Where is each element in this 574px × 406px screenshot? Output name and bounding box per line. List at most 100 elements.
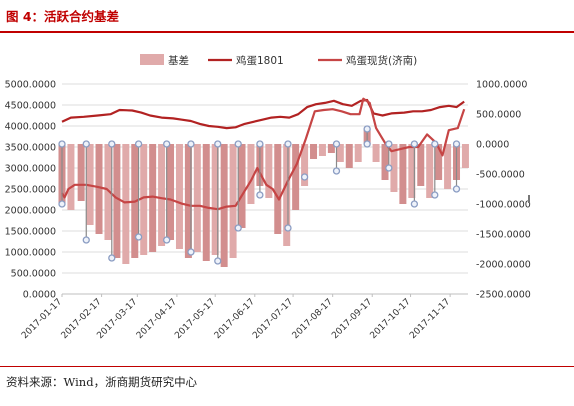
- basis-marker: [363, 125, 371, 133]
- basis-marker: [284, 140, 292, 148]
- y-right-tick-label: -1500.0000: [476, 230, 531, 241]
- y-left-tick-label: 3000.0000: [5, 164, 56, 175]
- legend-label: 基差: [168, 54, 189, 67]
- legend-label: 鸡蛋现货(济南): [346, 54, 417, 67]
- basis-chart: 5000.0000 4500.0000 4000.0000 3500.0000 3000…: [5, 54, 531, 341]
- basis-bar: [292, 144, 300, 210]
- basis-bar: [149, 144, 157, 252]
- x-tick-label: 2017-08-17: [291, 297, 335, 341]
- basis-marker: [431, 140, 439, 148]
- y-left-tick-label: 5000.0000: [5, 80, 56, 91]
- legend-swatch-basis: [140, 54, 164, 65]
- basis-bar: [104, 144, 112, 240]
- basis-bar: [318, 144, 326, 156]
- basis-bar: [327, 144, 335, 153]
- basis-marker: [452, 140, 461, 148]
- y-left-tick-label: 4000.0000: [5, 122, 56, 133]
- y-left-tick-label: 1500.0000: [5, 227, 56, 238]
- y-right-tick-label: -500.0000: [476, 170, 525, 181]
- basis-marker: [332, 140, 341, 148]
- basis-marker: [363, 140, 371, 148]
- y-right-tick-label: 0.0000: [476, 140, 509, 151]
- basis-bar: [444, 144, 452, 189]
- x-tick-label: 2017-07-17: [251, 297, 295, 341]
- basis-marker: [214, 257, 222, 265]
- basis-bar: [113, 144, 121, 258]
- basis-marker: [108, 140, 116, 148]
- y-left-tick-label: 1000.0000: [5, 248, 56, 259]
- y-right-tick-label: 1000.0000: [476, 80, 527, 91]
- basis-marker: [134, 233, 143, 241]
- title-divider: [0, 31, 574, 33]
- basis-bar: [336, 144, 344, 162]
- basis-bar: [175, 144, 183, 249]
- basis-marker: [163, 140, 171, 148]
- y-left-tick-label: 0.0000: [23, 290, 56, 301]
- basis-bar: [417, 144, 425, 186]
- basis-bar: [301, 144, 309, 186]
- basis-bar: [77, 144, 85, 201]
- basis-bar: [202, 144, 210, 261]
- basis-marker: [410, 140, 419, 148]
- y-right-tick-label: 500.0000: [476, 110, 521, 121]
- basis-marker: [385, 140, 393, 148]
- basis-bar: [220, 144, 228, 267]
- basis-bar: [354, 144, 362, 162]
- scroll-marker: [528, 195, 530, 203]
- basis-marker: [163, 236, 171, 244]
- basis-bar: [408, 144, 416, 198]
- y-left-tick-label: 4500.0000: [5, 101, 56, 112]
- basis-marker: [385, 164, 393, 172]
- basis-marker: [214, 140, 222, 148]
- basis-marker: [234, 140, 242, 148]
- bottom-divider: [0, 366, 574, 367]
- y-right-tick-label: -2500.0000: [476, 290, 531, 301]
- basis-bar: [274, 144, 282, 234]
- basis-markers: [58, 125, 461, 265]
- x-tick-label: 2017-10-17: [369, 297, 413, 341]
- spot-line: [61, 97, 466, 211]
- basis-marker: [234, 224, 242, 232]
- basis-marker: [332, 167, 341, 175]
- basis-marker: [134, 140, 143, 148]
- basis-marker: [452, 185, 461, 193]
- basis-bar: [390, 144, 398, 192]
- basis-bar: [399, 144, 407, 204]
- basis-bars: [58, 129, 469, 267]
- basis-bar: [67, 144, 75, 210]
- basis-bar: [184, 144, 192, 258]
- figure-title: 图 4：活跃合约基差: [6, 9, 120, 24]
- basis-marker: [256, 191, 264, 199]
- basis-bar: [247, 144, 255, 204]
- basis-marker: [300, 173, 309, 181]
- basis-bar: [122, 144, 130, 264]
- basis-bar: [310, 144, 318, 159]
- y-left-tick-label: 500.0000: [11, 269, 56, 280]
- basis-bar: [167, 144, 175, 240]
- legend-label: 鸡蛋1801: [236, 54, 284, 67]
- basis-bar: [372, 144, 380, 162]
- basis-marker: [256, 140, 264, 148]
- basis-bar: [238, 144, 246, 228]
- basis-bar: [426, 144, 434, 198]
- basis-bar: [193, 144, 201, 252]
- basis-bar: [95, 144, 103, 234]
- basis-bar: [158, 144, 166, 246]
- y-left-tick-label: 2000.0000: [5, 206, 56, 217]
- x-tick-label: 2017-11-17: [408, 297, 452, 341]
- basis-bar: [265, 144, 273, 198]
- basis-marker: [82, 236, 90, 244]
- price-lines: [61, 97, 466, 211]
- basis-bar: [229, 144, 237, 258]
- basis-marker: [284, 224, 292, 232]
- basis-bar: [435, 144, 443, 180]
- basis-marker: [187, 248, 195, 256]
- x-tick-label: 2017-01-17: [20, 297, 64, 341]
- source-note: 资料来源：Wind，浙商期货研究中心: [6, 375, 198, 389]
- basis-marker: [58, 200, 66, 208]
- basis-marker: [108, 254, 116, 262]
- basis-marker: [431, 191, 439, 199]
- basis-bar: [381, 144, 389, 180]
- basis-marker: [410, 200, 419, 208]
- y-right-tick-label: -1000.0000: [476, 200, 531, 211]
